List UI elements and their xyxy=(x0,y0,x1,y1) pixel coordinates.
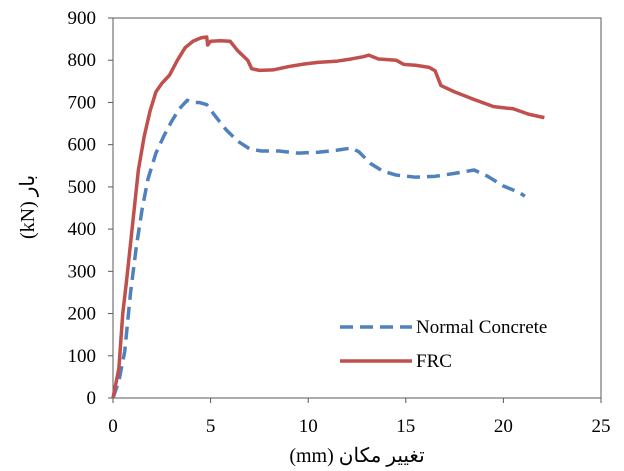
y-tick-label: 400 xyxy=(68,219,97,240)
x-axis-title: تغییر مکان (mm) xyxy=(289,445,424,467)
y-tick-label: 900 xyxy=(68,8,97,29)
legend: Normal Concrete FRC xyxy=(340,317,547,372)
y-tick-label: 500 xyxy=(68,177,97,198)
series-line-frc xyxy=(111,35,545,399)
legend-label: Normal Concrete xyxy=(416,317,547,338)
y-tick-label: 800 xyxy=(68,50,97,71)
y-tick-label: 0 xyxy=(87,388,97,409)
x-tick-label: 15 xyxy=(396,416,415,437)
y-tick-label: 200 xyxy=(68,304,97,325)
x-tick-label: 20 xyxy=(494,416,513,437)
y-tick-label: 700 xyxy=(68,92,97,113)
x-tick-label: 25 xyxy=(592,416,611,437)
x-tick-label: 0 xyxy=(108,416,118,437)
y-axis-title: بار (kN) xyxy=(17,175,39,239)
x-tick-label: 10 xyxy=(299,416,318,437)
legend-label: FRC xyxy=(416,351,452,372)
y-tick-label: 100 xyxy=(68,346,97,367)
y-tick-label: 600 xyxy=(68,135,97,156)
y-tick-label: 300 xyxy=(68,261,97,282)
plot-frame xyxy=(112,17,602,399)
axes-layer: 0 5 10 15 20 25 0 100 200 300 400 500 600 700 800 900 xyxy=(68,8,611,437)
x-tick-label: 5 xyxy=(206,416,216,437)
series-layer xyxy=(111,35,545,399)
series-line-normal-concrete xyxy=(111,98,526,399)
